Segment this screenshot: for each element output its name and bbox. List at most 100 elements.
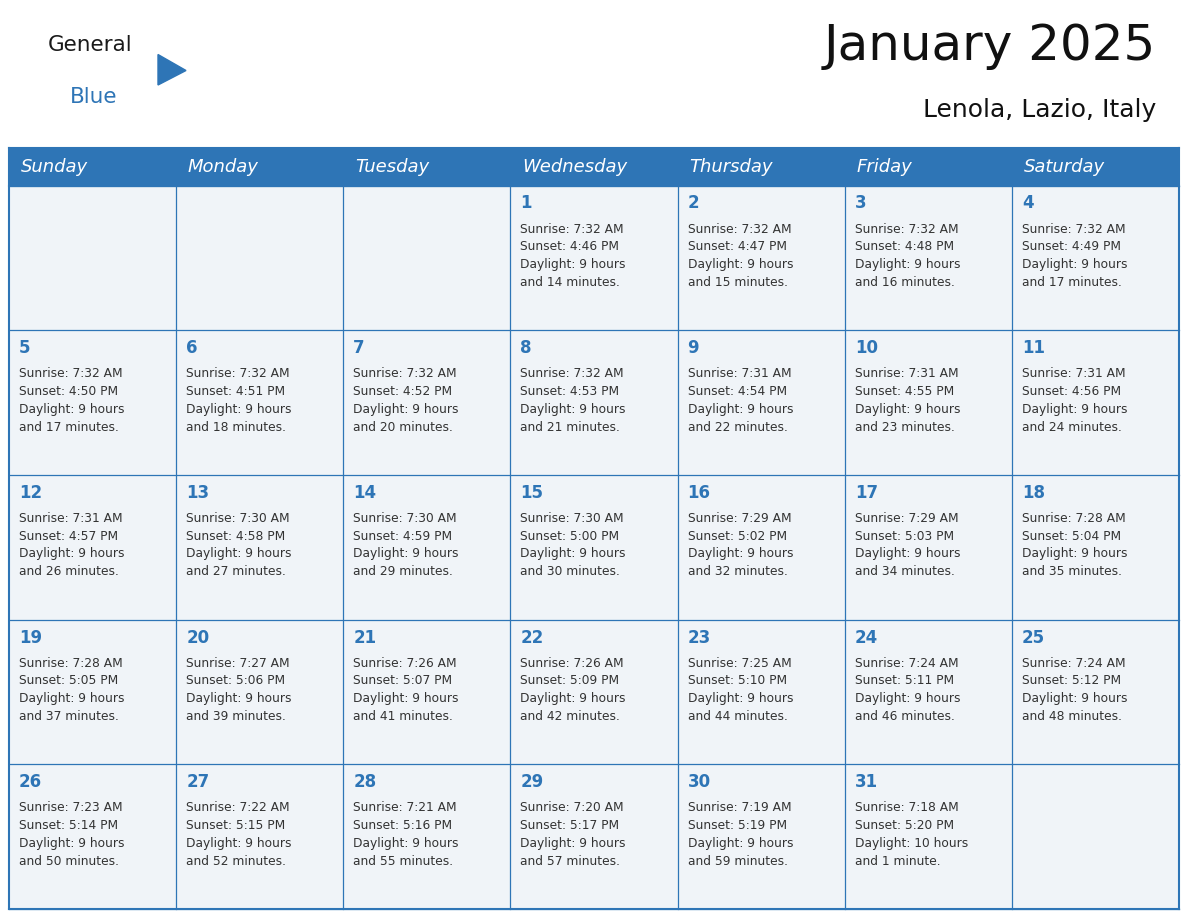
Text: Daylight: 9 hours: Daylight: 9 hours <box>187 837 292 850</box>
Text: Daylight: 9 hours: Daylight: 9 hours <box>688 837 794 850</box>
Text: and 20 minutes.: and 20 minutes. <box>353 420 453 433</box>
Text: Sunset: 5:14 PM: Sunset: 5:14 PM <box>19 819 118 832</box>
Text: Daylight: 9 hours: Daylight: 9 hours <box>353 837 459 850</box>
Text: Daylight: 9 hours: Daylight: 9 hours <box>1022 403 1127 416</box>
Text: 11: 11 <box>1022 339 1045 357</box>
Text: Sunrise: 7:28 AM: Sunrise: 7:28 AM <box>1022 512 1126 525</box>
Text: Sunrise: 7:24 AM: Sunrise: 7:24 AM <box>854 656 959 669</box>
Text: 16: 16 <box>688 484 710 502</box>
Text: 31: 31 <box>854 773 878 791</box>
Text: Sunset: 5:04 PM: Sunset: 5:04 PM <box>1022 530 1121 543</box>
Text: Lenola, Lazio, Italy: Lenola, Lazio, Italy <box>923 98 1156 122</box>
Text: Sunrise: 7:20 AM: Sunrise: 7:20 AM <box>520 801 624 814</box>
Text: Daylight: 9 hours: Daylight: 9 hours <box>854 547 960 561</box>
Text: and 16 minutes.: and 16 minutes. <box>854 276 955 289</box>
Text: and 17 minutes.: and 17 minutes. <box>19 420 119 433</box>
Text: and 21 minutes.: and 21 minutes. <box>520 420 620 433</box>
Text: Daylight: 9 hours: Daylight: 9 hours <box>19 837 125 850</box>
Text: Sunrise: 7:31 AM: Sunrise: 7:31 AM <box>1022 367 1125 380</box>
Text: Sunset: 5:00 PM: Sunset: 5:00 PM <box>520 530 620 543</box>
Text: 27: 27 <box>187 773 209 791</box>
Text: and 35 minutes.: and 35 minutes. <box>1022 565 1121 578</box>
Text: and 46 minutes.: and 46 minutes. <box>854 710 955 723</box>
Text: and 59 minutes.: and 59 minutes. <box>688 855 788 868</box>
Text: 10: 10 <box>854 339 878 357</box>
Text: Sunset: 4:48 PM: Sunset: 4:48 PM <box>854 241 954 253</box>
Text: and 39 minutes.: and 39 minutes. <box>187 710 286 723</box>
Text: Daylight: 9 hours: Daylight: 9 hours <box>19 547 125 561</box>
Text: 8: 8 <box>520 339 532 357</box>
Text: 29: 29 <box>520 773 544 791</box>
Text: Friday: Friday <box>857 158 912 175</box>
Text: Sunset: 4:52 PM: Sunset: 4:52 PM <box>353 385 453 398</box>
Text: Sunset: 4:56 PM: Sunset: 4:56 PM <box>1022 385 1121 398</box>
Text: Sunrise: 7:32 AM: Sunrise: 7:32 AM <box>187 367 290 380</box>
Text: Sunset: 5:09 PM: Sunset: 5:09 PM <box>520 675 620 688</box>
Bar <box>677 148 845 185</box>
Bar <box>845 148 1012 185</box>
Text: and 48 minutes.: and 48 minutes. <box>1022 710 1121 723</box>
Bar <box>10 185 1178 330</box>
Text: 12: 12 <box>19 484 42 502</box>
Text: Sunrise: 7:32 AM: Sunrise: 7:32 AM <box>1022 222 1125 236</box>
Text: Sunset: 5:12 PM: Sunset: 5:12 PM <box>1022 675 1121 688</box>
Text: Sunset: 5:20 PM: Sunset: 5:20 PM <box>854 819 954 832</box>
Text: and 34 minutes.: and 34 minutes. <box>854 565 955 578</box>
Text: Daylight: 9 hours: Daylight: 9 hours <box>187 692 292 705</box>
Text: Daylight: 9 hours: Daylight: 9 hours <box>19 692 125 705</box>
Text: and 52 minutes.: and 52 minutes. <box>187 855 286 868</box>
Text: and 22 minutes.: and 22 minutes. <box>688 420 788 433</box>
Text: Daylight: 9 hours: Daylight: 9 hours <box>353 692 459 705</box>
Text: Sunset: 5:10 PM: Sunset: 5:10 PM <box>688 675 786 688</box>
Text: Sunset: 5:07 PM: Sunset: 5:07 PM <box>353 675 453 688</box>
Text: Sunset: 5:17 PM: Sunset: 5:17 PM <box>520 819 620 832</box>
Text: Sunset: 4:47 PM: Sunset: 4:47 PM <box>688 241 786 253</box>
Text: Sunrise: 7:31 AM: Sunrise: 7:31 AM <box>854 367 959 380</box>
Text: Sunrise: 7:23 AM: Sunrise: 7:23 AM <box>19 801 122 814</box>
Text: and 50 minutes.: and 50 minutes. <box>19 855 119 868</box>
Text: January 2025: January 2025 <box>823 22 1156 70</box>
Text: Sunrise: 7:22 AM: Sunrise: 7:22 AM <box>187 801 290 814</box>
Text: 28: 28 <box>353 773 377 791</box>
Text: Daylight: 10 hours: Daylight: 10 hours <box>854 837 968 850</box>
Text: Sunset: 4:51 PM: Sunset: 4:51 PM <box>187 385 285 398</box>
Text: Sunset: 4:55 PM: Sunset: 4:55 PM <box>854 385 954 398</box>
Text: Daylight: 9 hours: Daylight: 9 hours <box>187 547 292 561</box>
Text: 14: 14 <box>353 484 377 502</box>
Text: Sunrise: 7:29 AM: Sunrise: 7:29 AM <box>688 512 791 525</box>
Text: Sunset: 5:19 PM: Sunset: 5:19 PM <box>688 819 786 832</box>
Polygon shape <box>158 54 187 85</box>
Text: Daylight: 9 hours: Daylight: 9 hours <box>353 403 459 416</box>
Text: and 14 minutes.: and 14 minutes. <box>520 276 620 289</box>
Bar <box>176 148 343 185</box>
Text: Sunrise: 7:30 AM: Sunrise: 7:30 AM <box>353 512 457 525</box>
Text: Daylight: 9 hours: Daylight: 9 hours <box>520 258 626 271</box>
Text: Daylight: 9 hours: Daylight: 9 hours <box>520 692 626 705</box>
Text: 30: 30 <box>688 773 710 791</box>
Text: Blue: Blue <box>70 87 118 107</box>
Text: and 17 minutes.: and 17 minutes. <box>1022 276 1121 289</box>
Text: Sunset: 5:06 PM: Sunset: 5:06 PM <box>187 675 285 688</box>
Text: 20: 20 <box>187 629 209 646</box>
Text: Sunrise: 7:32 AM: Sunrise: 7:32 AM <box>19 367 122 380</box>
Bar <box>10 330 1178 475</box>
Text: Daylight: 9 hours: Daylight: 9 hours <box>353 547 459 561</box>
Text: Sunset: 5:05 PM: Sunset: 5:05 PM <box>19 675 119 688</box>
Bar <box>511 148 677 185</box>
Text: Sunrise: 7:19 AM: Sunrise: 7:19 AM <box>688 801 791 814</box>
Text: Thursday: Thursday <box>689 158 772 175</box>
Text: Daylight: 9 hours: Daylight: 9 hours <box>854 403 960 416</box>
Text: Sunrise: 7:26 AM: Sunrise: 7:26 AM <box>353 656 457 669</box>
Text: Sunset: 4:58 PM: Sunset: 4:58 PM <box>187 530 285 543</box>
Text: Daylight: 9 hours: Daylight: 9 hours <box>688 547 794 561</box>
Text: Daylight: 9 hours: Daylight: 9 hours <box>520 403 626 416</box>
Text: 23: 23 <box>688 629 710 646</box>
Text: Sunrise: 7:32 AM: Sunrise: 7:32 AM <box>520 367 624 380</box>
Text: 26: 26 <box>19 773 42 791</box>
Text: and 27 minutes.: and 27 minutes. <box>187 565 286 578</box>
Text: 17: 17 <box>854 484 878 502</box>
Text: Sunset: 5:11 PM: Sunset: 5:11 PM <box>854 675 954 688</box>
Text: Daylight: 9 hours: Daylight: 9 hours <box>187 403 292 416</box>
Text: and 57 minutes.: and 57 minutes. <box>520 855 620 868</box>
Text: Daylight: 9 hours: Daylight: 9 hours <box>688 692 794 705</box>
